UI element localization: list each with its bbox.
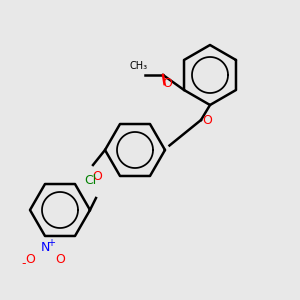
Text: O: O	[202, 115, 212, 128]
Text: +: +	[47, 238, 55, 248]
Text: N: N	[40, 241, 50, 254]
Text: O: O	[163, 77, 172, 90]
Text: CH₃: CH₃	[130, 61, 148, 71]
Text: O: O	[55, 253, 65, 266]
Text: -: -	[22, 257, 26, 271]
Text: Cl: Cl	[84, 174, 96, 187]
Text: O: O	[25, 253, 35, 266]
Text: O: O	[93, 170, 102, 183]
